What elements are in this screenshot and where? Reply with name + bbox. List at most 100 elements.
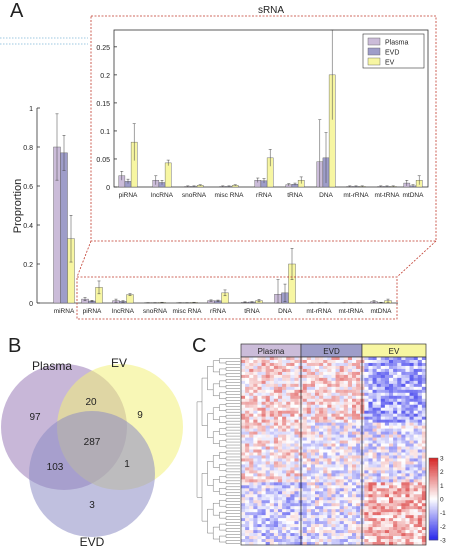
heatmap-cell [339, 371, 344, 376]
heatmap-cell [397, 485, 402, 489]
heatmap-cell [294, 539, 299, 543]
heatmap-cell [261, 383, 266, 388]
heatmap-cell [393, 539, 398, 543]
heatmap-cell [409, 530, 414, 534]
heatmap-cell [249, 533, 254, 537]
heatmap-cell [417, 524, 423, 528]
heatmap-cell [302, 443, 307, 447]
heatmap-cell [282, 377, 287, 382]
heatmap-cell [241, 491, 246, 495]
heatmap-cell [380, 467, 386, 471]
heatmap-cell [331, 524, 336, 528]
heatmap-cell [323, 371, 328, 376]
heatmap-cell [409, 443, 414, 447]
heatmap-cell [249, 434, 254, 438]
heatmap-cell [405, 395, 410, 399]
heatmap-cell [372, 491, 377, 495]
heatmap-cell [253, 473, 258, 477]
heatmap-cell [327, 464, 332, 468]
heatmap-cell [290, 509, 295, 513]
heatmap-cell [253, 357, 258, 361]
heatmap-cell [339, 527, 344, 531]
heatmap-cell [405, 362, 410, 367]
heatmap-cell [286, 512, 291, 516]
heatmap-cell [384, 527, 390, 531]
heatmap-cell [343, 404, 349, 408]
colorbar-step [429, 473, 438, 475]
heatmap-cell [290, 380, 295, 385]
heatmap-cell [327, 491, 332, 495]
heatmap-cell [376, 392, 381, 396]
heatmap-cell [286, 431, 291, 435]
heatmap-cell [302, 440, 307, 444]
heatmap-cell [372, 365, 377, 370]
heatmap-cell [389, 449, 394, 453]
heatmap-cell [405, 401, 410, 405]
heatmap-cell [253, 449, 258, 453]
heatmap-cell [364, 509, 369, 513]
heatmap-cell [319, 524, 324, 528]
heatmap-cell [273, 443, 279, 447]
heatmap-cell [421, 503, 427, 507]
heatmap-cell [372, 455, 377, 459]
heatmap-cell [282, 497, 287, 501]
heatmap-cell [302, 485, 307, 489]
heatmap-cell [257, 416, 262, 420]
heatmap-cell [335, 473, 340, 477]
heatmap-cell [290, 365, 295, 370]
heatmap-cell [339, 500, 344, 504]
heatmap-cell [413, 479, 418, 483]
heatmap-cell [294, 530, 299, 534]
heatmap-cell [421, 446, 427, 450]
heatmap-cell [327, 357, 332, 361]
heatmap-cell [315, 494, 320, 498]
heatmap-cell [347, 425, 353, 429]
heatmap-cell [253, 458, 258, 462]
heatmap-cell [257, 374, 262, 379]
heatmap-cell [302, 386, 307, 391]
colorbar-step [429, 524, 438, 527]
heatmap-cell [343, 359, 349, 364]
heatmap-cell [368, 419, 373, 423]
heatmap-cell [294, 473, 299, 477]
heatmap-cell [389, 383, 394, 388]
heatmap-cell [265, 473, 270, 477]
heatmap-cell [397, 455, 402, 459]
heatmap-cell [339, 425, 344, 429]
heatmap-cell [393, 440, 398, 444]
heatmap-cell [331, 476, 336, 480]
heatmap-cell [347, 383, 353, 388]
heatmap-cell [257, 368, 262, 373]
heatmap-cell [405, 371, 410, 376]
heatmap-cell [397, 416, 402, 420]
heatmap-cell [310, 479, 316, 483]
heatmap-cell [343, 389, 349, 394]
heatmap-cell [380, 497, 386, 501]
heatmap-cell [245, 413, 250, 417]
heatmap-cell [323, 425, 328, 429]
heatmap-cell [319, 428, 324, 432]
heatmap-cell [310, 389, 316, 394]
heatmap-cell [278, 413, 283, 417]
heatmap-cell [273, 533, 279, 537]
heatmap-cell [294, 416, 299, 420]
heatmap-cell [290, 446, 295, 450]
heatmap-cell [269, 524, 275, 528]
heatmap-cell [356, 524, 361, 528]
heatmap-cell [356, 380, 361, 385]
heatmap-cell [331, 515, 336, 519]
heatmap-cell [265, 419, 270, 423]
heatmap-cell [282, 386, 287, 391]
heatmap-cell [343, 515, 349, 519]
heatmap-cell [302, 491, 307, 495]
heatmap-cell [389, 479, 394, 483]
heatmap-cell [290, 491, 295, 495]
heatmap-cell [417, 488, 423, 492]
colorbar-step [429, 474, 438, 477]
x-tick-label: miRNA [54, 308, 75, 315]
heatmap-cell [282, 371, 287, 376]
heatmap-cell [315, 512, 320, 516]
heatmap-cell [249, 359, 254, 364]
heatmap-cell [327, 401, 332, 405]
heatmap-cell [265, 446, 270, 450]
